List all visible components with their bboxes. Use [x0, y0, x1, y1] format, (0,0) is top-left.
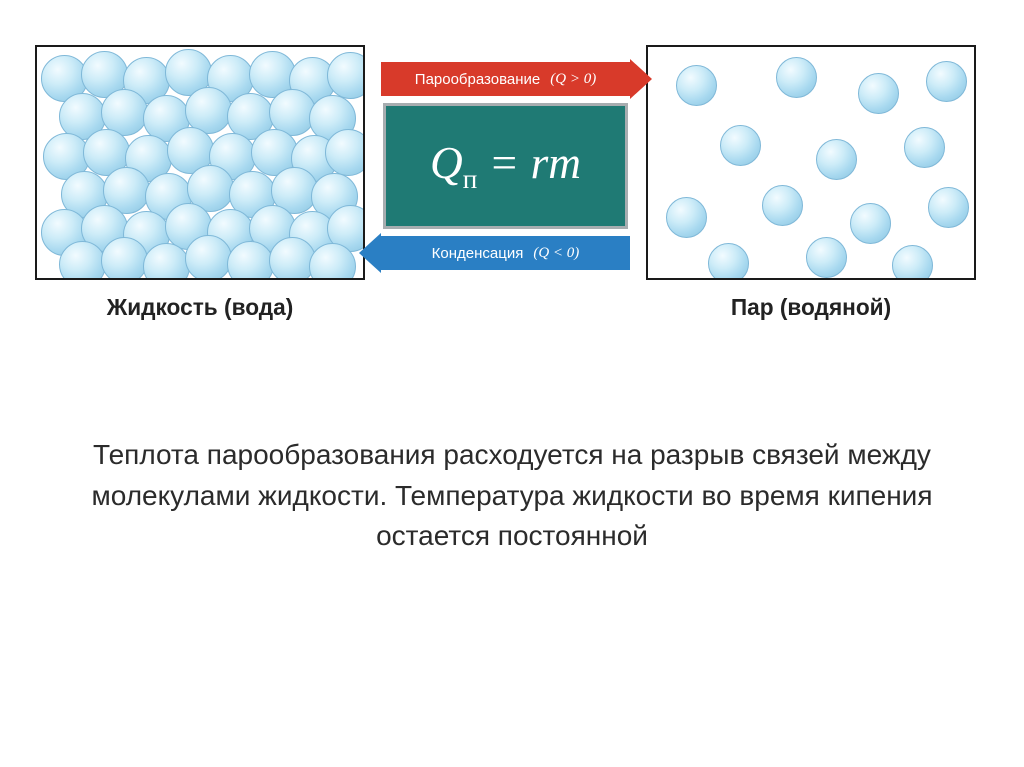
- vaporization-label: Парообразование: [415, 71, 540, 88]
- vaporization-arrow: Парообразование (Q > 0): [381, 62, 630, 96]
- liquid-panel: [35, 45, 365, 280]
- molecule-icon: [904, 127, 945, 168]
- molecule-icon: [325, 129, 365, 176]
- molecule-icon: [926, 61, 967, 102]
- molecule-icon: [720, 125, 761, 166]
- molecule-icon: [806, 237, 847, 278]
- caption-text: Теплота парообразования расходуется на р…: [56, 435, 968, 557]
- vapor-panel: [646, 45, 976, 280]
- vapor-label: Пар (водяной): [646, 294, 976, 321]
- molecule-icon: [227, 241, 274, 280]
- condensation-label: Конденсация: [432, 245, 524, 262]
- arrow-right-head-icon: [630, 59, 652, 99]
- arrow-left-head-icon: [359, 233, 381, 273]
- molecule-icon: [762, 185, 803, 226]
- vaporization-q: (Q > 0): [550, 71, 596, 88]
- molecule-icon: [59, 241, 106, 280]
- condensation-arrow: Конденсация (Q < 0): [381, 236, 630, 270]
- molecule-icon: [666, 197, 707, 238]
- molecule-icon: [708, 243, 749, 280]
- molecule-icon: [676, 65, 717, 106]
- molecule-icon: [269, 237, 316, 280]
- condensation-q: (Q < 0): [533, 245, 579, 262]
- molecule-icon: [101, 237, 148, 280]
- molecule-icon: [928, 187, 969, 228]
- molecule-icon: [858, 73, 899, 114]
- liquid-label: Жидкость (вода): [35, 294, 365, 321]
- formula-text: Qп = rm: [430, 137, 581, 195]
- molecule-icon: [892, 245, 933, 280]
- molecule-icon: [185, 235, 232, 280]
- molecule-icon: [850, 203, 891, 244]
- formula-panel: Qп = rm: [383, 103, 628, 229]
- molecule-icon: [776, 57, 817, 98]
- molecule-icon: [816, 139, 857, 180]
